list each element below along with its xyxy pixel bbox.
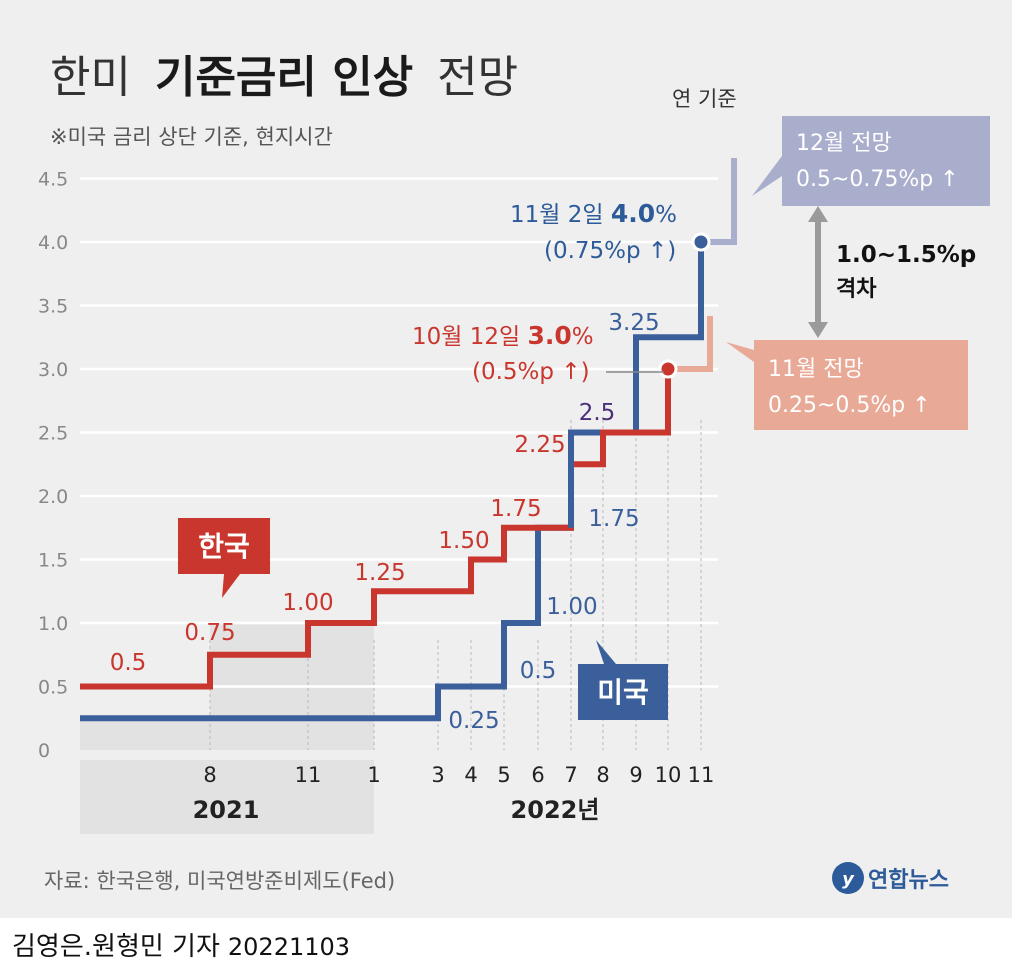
shade-2021-base xyxy=(80,718,210,750)
chart-subtitle: ※미국 금리 상단 기준, 현지시간 xyxy=(50,125,333,149)
y-tick-label: 4.0 xyxy=(38,232,68,254)
series-layer xyxy=(80,232,711,722)
us-value-label: 1.00 xyxy=(546,594,597,620)
korea-forecast-callout xyxy=(726,340,968,430)
us-forecast-title: 12월 전망 xyxy=(796,131,892,156)
credit-date: 20221103 xyxy=(227,933,351,961)
title-bold: 기준금리 인상 xyxy=(155,52,413,103)
us-value-label: 0.25 xyxy=(448,708,499,734)
y-tick-label: 1.0 xyxy=(38,613,68,635)
x-tick-label: 3 xyxy=(431,763,444,787)
rate-chart: 한미 기준금리 인상 전망 ※미국 금리 상단 기준, 현지시간 연 기준 0 0… xyxy=(38,52,990,894)
korea-value-label: 0.75 xyxy=(184,620,235,646)
x-tick-label: 10 xyxy=(655,763,682,787)
gap-arrow-down-icon xyxy=(808,322,828,338)
year-label-2021: 2021 xyxy=(193,796,260,824)
tick-layer: 00.51.01.52.02.53.03.54.04.58 11 1 3 4 5 6 7 8 9 1… xyxy=(38,169,714,788)
y-tick-label: 4.5 xyxy=(38,169,68,191)
chart-title: 한미 기준금리 인상 전망 xyxy=(50,52,518,103)
us-forecast-connector xyxy=(701,158,737,245)
y-tick-label: 2.0 xyxy=(38,486,68,508)
us-value-label: 2.5 xyxy=(579,400,616,426)
value-label-layer: 0.50.751.001.251.501.752.250.250.51.001.… xyxy=(110,310,660,734)
x-tick-label: 7 xyxy=(564,763,577,787)
year-label-2022: 2022년 xyxy=(511,796,600,824)
us-forecast-callout xyxy=(752,116,990,206)
title-light-1: 한미 xyxy=(50,52,131,103)
yonhap-logo-text: 연합뉴스 xyxy=(868,867,949,893)
korea-series-line xyxy=(80,369,671,690)
y-tick-label: 3.0 xyxy=(38,359,68,381)
us-latest-point xyxy=(691,232,711,252)
korea-forecast-range: 0.25~0.5%p ↑ xyxy=(768,393,931,418)
y-tick-label: 0.5 xyxy=(38,677,68,699)
x-tick-label: 11 xyxy=(688,763,715,787)
us-latest-change: (0.75%p ↑) xyxy=(544,238,676,264)
forecast-layer xyxy=(668,158,737,372)
korea-value-label: 1.75 xyxy=(490,496,541,522)
reporter-names: 김영은.원형민 기자 xyxy=(12,932,220,962)
y-tick-label: 1.5 xyxy=(38,550,68,572)
us-forecast-range: 0.5~0.75%p ↑ xyxy=(796,167,959,192)
korea-latest-annotation: 10월 12일 3.0% xyxy=(412,321,594,350)
x-tick-label: 9 xyxy=(629,763,642,787)
gap-label: 격차 xyxy=(836,277,877,302)
x-tick-label: 11 xyxy=(295,763,322,787)
x-tick-label: 1 xyxy=(367,763,380,787)
gap-value: 1.0~1.5%p xyxy=(836,242,976,268)
korea-forecast-connector xyxy=(668,316,713,372)
x-tick-label: 4 xyxy=(464,763,477,787)
source-note: 자료: 한국은행, 미국연방준비제도(Fed) xyxy=(44,869,395,893)
korea-value-label: 1.25 xyxy=(354,560,405,586)
x-tick-label: 8 xyxy=(203,763,216,787)
korea-forecast-title: 11월 전망 xyxy=(768,357,864,382)
korea-legend-bubble xyxy=(178,518,270,598)
us-legend-label: 미국 xyxy=(597,676,649,709)
x-tick-label: 6 xyxy=(531,763,544,787)
year-basis-label: 연 기준 xyxy=(672,87,737,111)
shade-2021-year-band xyxy=(80,760,374,834)
title-light-2: 전망 xyxy=(437,52,518,103)
y-tick-label: 2.5 xyxy=(38,423,68,445)
us-value-label: 1.75 xyxy=(588,506,639,532)
korea-value-label: 1.00 xyxy=(282,590,333,616)
korea-legend-label: 한국 xyxy=(198,530,250,563)
korea-latest-point xyxy=(658,359,678,379)
korea-value-label: 1.50 xyxy=(438,528,489,554)
us-value-label: 3.25 xyxy=(608,310,659,336)
korea-latest-change: (0.5%p ↑) xyxy=(472,359,590,385)
reporter-credit: 김영은.원형민 기자 20221103 xyxy=(12,926,350,963)
x-tick-label: 8 xyxy=(596,763,609,787)
us-latest-annotation: 11월 2일 4.0% xyxy=(510,199,677,228)
us-legend-bubble xyxy=(578,640,668,720)
y-tick-label: 3.5 xyxy=(38,296,68,318)
korea-value-label: 0.5 xyxy=(110,650,147,676)
korea-value-label: 2.25 xyxy=(514,432,565,458)
yonhap-logo-icon xyxy=(832,862,864,894)
us-value-label: 0.5 xyxy=(520,658,557,684)
x-tick-label: 5 xyxy=(497,763,510,787)
yonhap-logo-mark-icon: y xyxy=(842,869,855,890)
gap-arrow-up-icon xyxy=(808,206,828,222)
y-tick-label: 0 xyxy=(38,740,50,762)
